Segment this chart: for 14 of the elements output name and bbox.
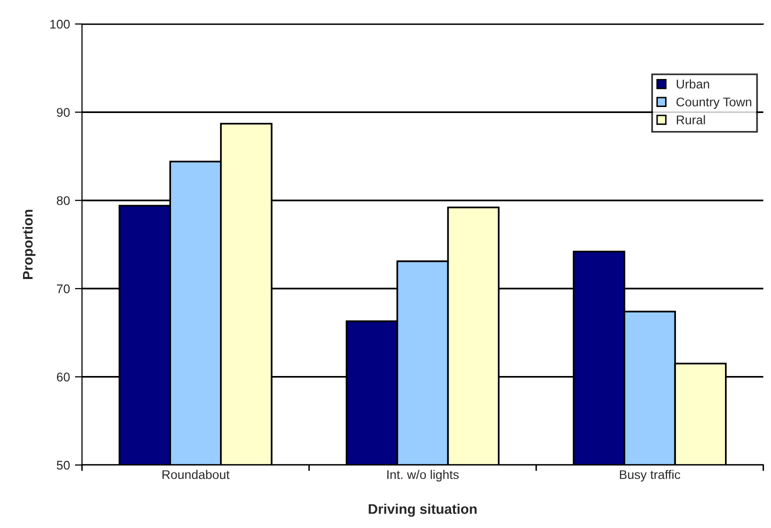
- y-tick-label: 70: [56, 284, 70, 294]
- x-axis-title: Driving situation: [368, 504, 477, 517]
- legend-label: Rural: [676, 115, 705, 124]
- x-tick-label: Int. w/o lights: [387, 470, 459, 482]
- x-tick-label: Busy traffic: [620, 470, 680, 482]
- legend-label: Country Town: [676, 98, 752, 109]
- legend-label: Urban: [676, 79, 710, 89]
- y-axis-title: Proportion: [22, 210, 36, 280]
- y-tick-label: 100: [50, 20, 70, 29]
- y-tick-label: 50: [56, 460, 70, 470]
- x-tick-label: Roundabout: [162, 470, 230, 480]
- y-tick-label: 90: [56, 108, 70, 117]
- y-tick-label: 60: [56, 372, 70, 382]
- y-tick-label: 80: [56, 196, 70, 206]
